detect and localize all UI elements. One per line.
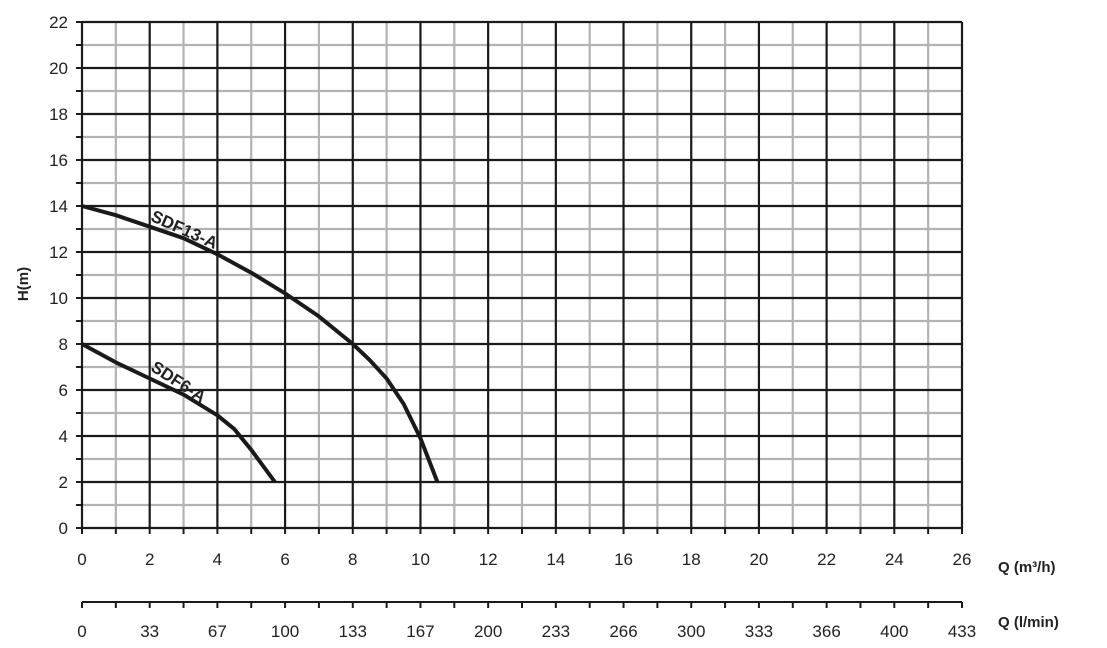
x-tick-label: 2 xyxy=(145,550,154,569)
x-tick-label: 16 xyxy=(614,550,633,569)
y-tick-labels: 0 2 4 6 8 10 12 14 16 18 20 22 xyxy=(49,13,68,538)
x-axis-title: Q (m³/h) xyxy=(998,559,1056,576)
x2-tick-label: 400 xyxy=(880,622,908,641)
x-tick-labels: 0 2 4 6 8 10 12 14 16 18 20 22 24 26 xyxy=(77,550,971,569)
minor-grid xyxy=(82,22,962,528)
y-tick-label: 8 xyxy=(59,335,68,354)
x-tick-label: 10 xyxy=(411,550,430,569)
x-tick-label: 0 xyxy=(77,550,86,569)
x2-tick-label: 167 xyxy=(406,622,434,641)
y-tick-label: 2 xyxy=(59,473,68,492)
axes xyxy=(76,21,963,534)
y-tick-label: 18 xyxy=(49,105,68,124)
y-tick-label: 12 xyxy=(49,243,68,262)
y-tick-label: 6 xyxy=(59,381,68,400)
y-axis-title: H(m) xyxy=(15,267,32,301)
x-tick-label: 26 xyxy=(953,550,972,569)
x2-tick-label: 300 xyxy=(677,622,705,641)
x2-tick-label: 100 xyxy=(271,622,299,641)
x-tick-label: 12 xyxy=(479,550,498,569)
x-tick-label: 8 xyxy=(348,550,357,569)
y-tick-label: 16 xyxy=(49,151,68,170)
x2-axis-title: Q (l/min) xyxy=(998,614,1059,631)
x2-tick-label: 433 xyxy=(948,622,976,641)
x2-tick-label: 333 xyxy=(745,622,773,641)
x2-tick-label: 233 xyxy=(542,622,570,641)
x-tick-label: 20 xyxy=(749,550,768,569)
x-tick-label: 24 xyxy=(885,550,904,569)
x-tick-label: 18 xyxy=(682,550,701,569)
x2-tick-label: 366 xyxy=(812,622,840,641)
x-tick-label: 22 xyxy=(817,550,836,569)
x2-tick-label: 133 xyxy=(339,622,367,641)
x2-tick-label: 0 xyxy=(77,622,86,641)
y-tick-label: 4 xyxy=(59,427,68,446)
y-tick-label: 0 xyxy=(59,519,68,538)
y-tick-label: 22 xyxy=(49,13,68,32)
curve-sdf13-a xyxy=(81,204,440,483)
curve-sdf6-a xyxy=(81,342,277,484)
x-tick-label: 6 xyxy=(280,550,289,569)
y-tick-label: 14 xyxy=(49,197,68,216)
x2-tick-label: 33 xyxy=(140,622,159,641)
x2-tick-label: 266 xyxy=(609,622,637,641)
x-tick-label: 14 xyxy=(546,550,565,569)
secondary-x-axis: 0 33 67 100 133 167 200 233 266 300 333 366 400 433 xyxy=(77,601,976,641)
y-tick-label: 10 xyxy=(49,289,68,308)
x2-tick-label: 67 xyxy=(208,622,227,641)
y-tick-label: 20 xyxy=(49,59,68,78)
x-tick-label: 4 xyxy=(213,550,222,569)
x2-tick-label: 200 xyxy=(474,622,502,641)
